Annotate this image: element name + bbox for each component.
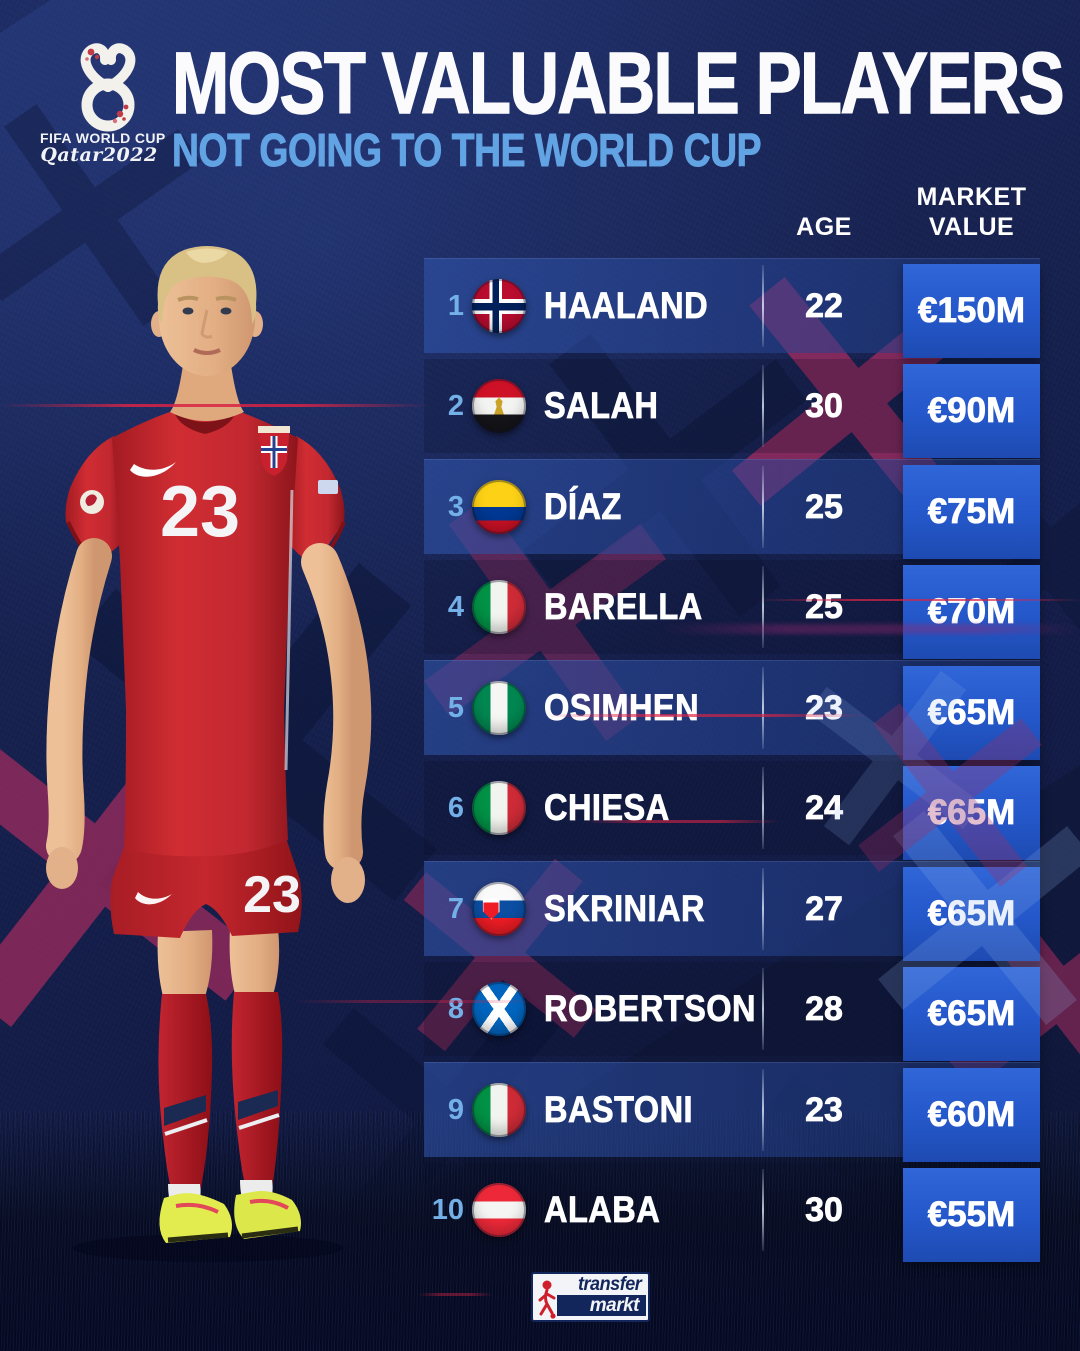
uefa-sleeve-patch [318, 480, 338, 494]
column-divider [762, 868, 764, 950]
rank-label: 8 [447, 992, 464, 1025]
column-divider [762, 566, 764, 648]
player-name: DÍAZ [544, 486, 622, 528]
player-name: SALAH [544, 385, 659, 427]
table-row: 7 SKRINIAR 27 €65M [424, 861, 1040, 961]
rank-label: 7 [447, 892, 464, 925]
rank-label: 1 [447, 289, 464, 322]
player-hair [157, 246, 257, 324]
player-name: ALABA [544, 1189, 661, 1231]
market-value: €60M [903, 1068, 1040, 1162]
column-divider [762, 365, 764, 447]
table-row: 8 ROBERTSON 28 €65M [424, 962, 1040, 1061]
column-divider [762, 1169, 764, 1251]
player-age: 30 [805, 1190, 844, 1229]
player-name: OSIMHEN [544, 687, 700, 729]
qatar-2022-wordmark: Qatar2022 [40, 144, 158, 166]
table-row: 3 DÍAZ 25 €75M [424, 459, 1040, 559]
norway-flag-icon [472, 279, 526, 333]
italy-flag-icon [472, 580, 526, 634]
scotland-flag-icon [472, 982, 526, 1036]
column-divider [762, 667, 764, 749]
player-name: ROBERTSON [544, 988, 756, 1030]
slovakia-flag-icon [472, 882, 526, 936]
player-age: 23 [805, 1090, 844, 1129]
player-photo-haaland: 23 [46, 246, 372, 1262]
tm-player-figure-icon [538, 1280, 556, 1319]
nigeria-flag-icon [472, 681, 526, 735]
transfermarkt-logo: transfer markt [531, 1272, 650, 1322]
fifa-world-cup-wordmark: FIFA WORLD CUP [40, 130, 166, 146]
market-value: €150M [903, 264, 1040, 358]
rank-label: 4 [447, 590, 464, 623]
player-age: 22 [805, 286, 844, 325]
transfermarkt-logo-line2: markt [557, 1295, 646, 1316]
market-value: €90M [903, 364, 1040, 458]
market-value: €65M [903, 666, 1040, 760]
italy-flag-icon [472, 1083, 526, 1137]
rank-label: 6 [447, 791, 464, 824]
norway-crest [258, 426, 290, 476]
market-value: €65M [903, 867, 1040, 961]
poster-title: MOST VALUABLE PLAYERS [171, 35, 1065, 132]
market-value: €55M [903, 1168, 1040, 1262]
rank-label: 10 [431, 1193, 464, 1226]
player-age: 25 [805, 487, 844, 526]
jersey-collar [174, 412, 236, 434]
rank-label: 9 [447, 1093, 464, 1126]
egypt-flag-icon [472, 379, 526, 433]
market-value-header-line2: VALUE [928, 213, 1015, 241]
player-name: BASTONI [544, 1089, 694, 1131]
market-value-column-header: MARKET VALUE [903, 182, 1040, 242]
shorts-number: 23 [243, 866, 301, 924]
market-value: €70M [903, 565, 1040, 659]
jersey-swoosh-icon [130, 462, 176, 477]
table-row: 9 BASTONI 23 €60M [424, 1062, 1040, 1162]
column-divider [762, 466, 764, 548]
player-age: 30 [805, 386, 844, 425]
market-value: €75M [903, 465, 1040, 559]
market-value: €65M [903, 766, 1040, 860]
column-divider [762, 968, 764, 1050]
table-row: 6 CHIESA 24 €65M [424, 761, 1040, 860]
table-row: 10 ALABA 30 €55M [424, 1163, 1040, 1262]
table-row: 5 OSIMHEN 23 €65M [424, 660, 1040, 760]
player-age: 24 [805, 788, 844, 827]
austria-flag-icon [472, 1183, 526, 1237]
player-name: SKRINIAR [544, 888, 705, 930]
transfermarkt-logo-line1: transfer [577, 1274, 642, 1295]
player-name: CHIESA [544, 787, 670, 829]
column-divider [762, 767, 764, 849]
age-column-header: AGE [796, 213, 852, 241]
player-age: 27 [805, 889, 844, 928]
player-age: 28 [805, 989, 844, 1028]
column-divider [762, 265, 764, 347]
table-row: 2 SALAH 30 €90M [424, 359, 1040, 458]
table-rows: 1 HAALAND 22 €150M 2 SALAH 30 €90M 3 DÍA… [424, 258, 1040, 1263]
player-age: 23 [805, 688, 844, 727]
player-shadow [73, 1234, 343, 1262]
market-value-header-line1: MARKET [916, 183, 1027, 211]
player-name: HAALAND [544, 285, 709, 327]
shorts-swoosh-icon [135, 892, 172, 905]
player-age: 25 [805, 587, 844, 626]
market-value: €65M [903, 967, 1040, 1061]
colombia-flag-icon [472, 480, 526, 534]
qatar-2022-emblem-icon [80, 43, 136, 132]
poster-subtitle: NOT GOING TO THE WORLD CUP [172, 124, 762, 176]
rank-label: 2 [447, 389, 464, 422]
rank-label: 3 [447, 490, 464, 523]
column-divider [762, 1069, 764, 1151]
jersey-number: 23 [160, 472, 240, 552]
italy-flag-icon [472, 781, 526, 835]
player-name: BARELLA [544, 586, 703, 628]
table-row: 1 HAALAND 22 €150M [424, 258, 1040, 358]
table-row: 4 BARELLA 25 €70M [424, 560, 1040, 659]
rank-label: 5 [447, 691, 464, 724]
